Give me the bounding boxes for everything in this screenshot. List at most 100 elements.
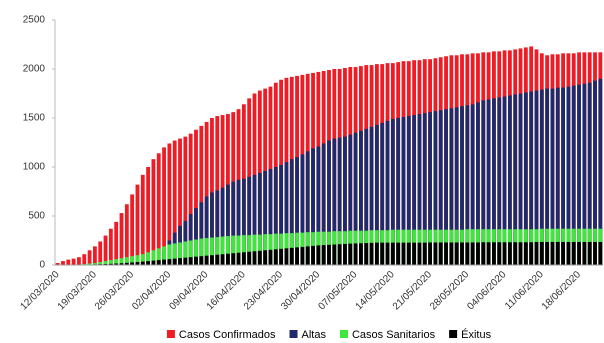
bar	[300, 154, 305, 265]
bar	[390, 118, 395, 265]
bar	[401, 117, 406, 266]
bar	[311, 245, 315, 265]
x-tick-label: 19/03/2020	[56, 269, 99, 312]
bar	[82, 254, 87, 265]
bar	[422, 113, 427, 265]
bar	[497, 97, 502, 265]
bar	[204, 255, 209, 265]
bar	[486, 99, 491, 265]
bar	[162, 147, 166, 265]
bar	[263, 170, 268, 265]
bar	[55, 263, 60, 265]
bar	[566, 241, 571, 265]
bar	[114, 263, 119, 265]
bar	[337, 244, 342, 265]
bar	[103, 261, 108, 265]
bar	[215, 190, 220, 265]
bar	[273, 249, 278, 265]
bar	[582, 83, 587, 265]
bar	[518, 93, 523, 265]
bar	[332, 244, 337, 265]
bar	[598, 241, 603, 265]
bar	[353, 243, 358, 265]
legend-label: Casos Sanitarios	[352, 329, 436, 341]
bar	[428, 242, 433, 265]
bar	[486, 242, 491, 265]
bar	[438, 242, 443, 265]
bar	[108, 260, 113, 265]
bar	[321, 143, 326, 265]
bar	[108, 228, 113, 265]
bar	[555, 241, 560, 265]
bar	[188, 133, 193, 265]
bar	[492, 242, 496, 265]
bar	[534, 90, 539, 265]
bar	[295, 157, 299, 265]
bar	[77, 257, 81, 265]
x-tick-label: 18/06/2020	[540, 269, 583, 312]
bar	[470, 104, 475, 265]
bar	[87, 263, 92, 265]
bar	[194, 208, 198, 265]
bar	[433, 242, 438, 265]
bar	[449, 108, 454, 265]
bar	[300, 246, 305, 265]
bar	[279, 248, 284, 265]
bar	[332, 138, 337, 265]
bar	[241, 235, 246, 265]
legend-label: Casos Confirmados	[179, 329, 276, 341]
bar	[71, 258, 76, 265]
bar	[406, 242, 411, 265]
x-tick-label: 16/04/2020	[205, 269, 248, 312]
bar	[103, 235, 108, 265]
bar	[156, 248, 161, 265]
bar	[587, 82, 592, 265]
bar	[353, 132, 358, 265]
bar	[199, 238, 204, 265]
bar	[385, 242, 390, 265]
bar	[252, 234, 257, 265]
bar	[140, 254, 145, 265]
bar	[87, 250, 92, 265]
bar	[130, 256, 135, 265]
bar	[417, 242, 422, 265]
x-tick-label: 28/05/2020	[428, 269, 471, 312]
bar	[188, 214, 193, 265]
bar	[598, 78, 603, 265]
bar	[140, 174, 145, 265]
bar	[550, 88, 555, 265]
bar	[119, 263, 124, 265]
bar	[263, 250, 268, 265]
bar	[273, 167, 278, 265]
bar	[289, 159, 294, 265]
bar	[130, 262, 135, 265]
bar	[114, 221, 119, 265]
bar	[119, 258, 124, 265]
bar	[428, 112, 433, 266]
bar	[98, 262, 103, 265]
bar	[98, 241, 103, 265]
bar	[444, 109, 448, 266]
bar	[529, 242, 534, 265]
x-tick-label: 26/03/2020	[93, 269, 136, 312]
y-tick-label: 500	[28, 211, 45, 222]
bar	[465, 105, 470, 265]
bar	[162, 246, 166, 265]
bar	[561, 87, 566, 266]
bar	[327, 140, 331, 265]
bar	[263, 234, 268, 265]
bar	[401, 242, 406, 265]
y-tick-label: 2000	[23, 64, 46, 75]
bar	[444, 242, 448, 265]
bar	[550, 241, 555, 265]
bar	[146, 261, 151, 265]
bar	[220, 236, 225, 265]
bar	[566, 86, 571, 265]
bar	[241, 178, 246, 265]
bar	[305, 151, 310, 265]
bar	[199, 202, 204, 265]
bar	[130, 194, 135, 265]
bar	[327, 244, 331, 265]
bar	[476, 102, 480, 265]
